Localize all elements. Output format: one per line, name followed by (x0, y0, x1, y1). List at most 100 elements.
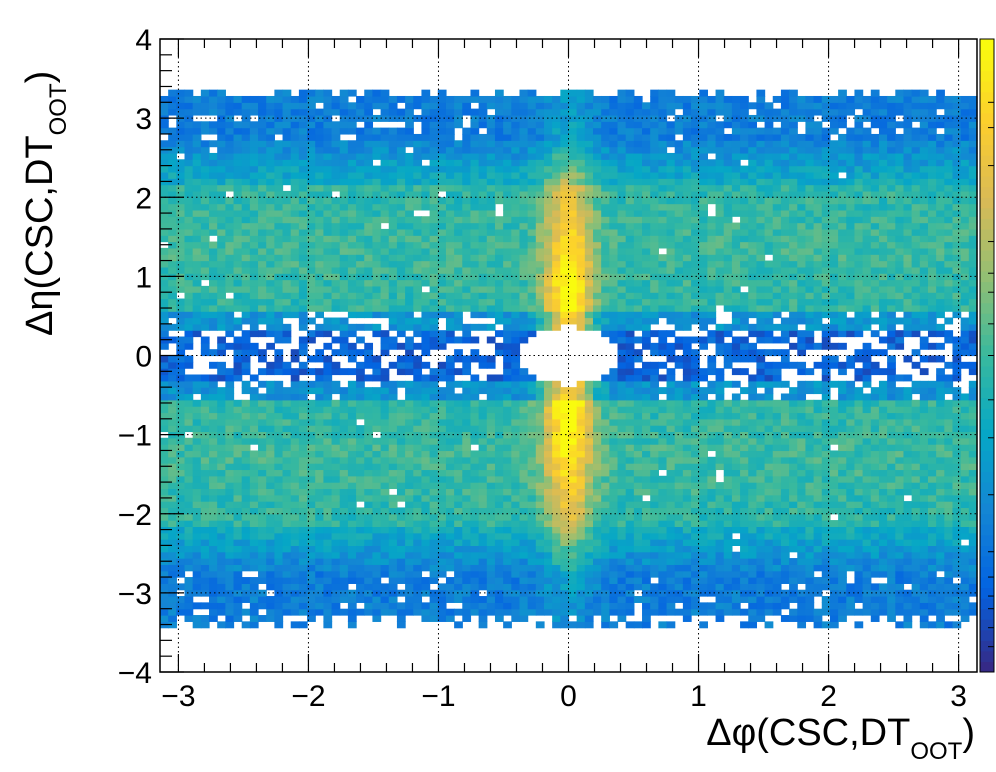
heatmap-cell (511, 520, 521, 528)
heatmap-cell (290, 209, 300, 217)
heatmap-cell (625, 285, 635, 293)
heatmap-cell (396, 368, 406, 376)
heatmap-cell (682, 513, 692, 521)
heatmap-cell (633, 190, 643, 198)
heatmap-cell (503, 608, 512, 616)
heatmap-cell (445, 304, 455, 312)
heatmap-cell (642, 127, 651, 135)
heatmap-cell (176, 140, 186, 148)
heatmap-cell (200, 266, 210, 274)
heatmap-cell (266, 216, 275, 224)
heatmap-cell (593, 418, 602, 426)
heatmap-cell (233, 532, 243, 540)
heatmap-cell (625, 203, 635, 211)
heatmap-cell (437, 558, 447, 565)
heatmap-cell (233, 494, 243, 502)
heatmap-cell (405, 393, 414, 401)
heatmap-cell (356, 589, 365, 597)
heatmap-cell (290, 260, 300, 268)
heatmap-cell (233, 456, 243, 464)
heatmap-cell (576, 273, 586, 281)
heatmap-cell (241, 222, 251, 230)
heatmap-cell (478, 140, 488, 148)
heatmap-cell (298, 564, 308, 572)
heatmap-cell (633, 279, 643, 287)
heatmap-cell (511, 539, 521, 546)
heatmap-cell (543, 159, 553, 167)
heatmap-cell (560, 393, 570, 401)
heatmap-cell (682, 406, 692, 414)
heatmap-cell (176, 355, 186, 363)
heatmap-cell (470, 108, 480, 116)
heatmap-cell (192, 133, 202, 141)
heatmap-cell (160, 355, 169, 363)
heatmap-cell (241, 209, 251, 217)
heatmap-cell (552, 412, 561, 420)
heatmap-cell (405, 463, 414, 471)
heatmap-cell (617, 513, 627, 521)
heatmap-cell (323, 380, 333, 388)
heatmap-cell (609, 368, 619, 376)
heatmap-cell (388, 216, 398, 224)
heatmap-cell (372, 564, 382, 572)
heatmap-cell (543, 228, 553, 236)
heatmap-cell (176, 475, 186, 483)
heatmap-cell (217, 425, 226, 433)
heatmap-cell (511, 336, 521, 344)
heatmap-cell (470, 431, 480, 439)
heatmap-cell (445, 165, 455, 173)
heatmap-cell (225, 545, 235, 553)
heatmap-cell (470, 254, 480, 262)
heatmap-cell (535, 539, 545, 546)
heatmap-cell (298, 539, 308, 546)
heatmap-cell (470, 171, 480, 179)
heatmap-cell (503, 209, 512, 217)
heatmap-cell (323, 456, 333, 464)
heatmap-cell (388, 475, 398, 483)
heatmap-cell (168, 292, 177, 300)
heatmap-cell (535, 437, 545, 445)
heatmap-cell (298, 349, 308, 357)
heatmap-cell (184, 146, 194, 154)
heatmap-cell (421, 108, 431, 116)
heatmap-cell (494, 235, 504, 243)
heatmap-cell (658, 425, 668, 433)
heatmap-cell (445, 520, 455, 528)
heatmap-cell (543, 545, 553, 553)
heatmap-cell (519, 551, 529, 559)
heatmap-cell (364, 152, 374, 160)
heatmap-cell (323, 368, 333, 376)
heatmap-cell (503, 247, 512, 255)
heatmap-cell (543, 304, 553, 312)
heatmap-cell (421, 412, 431, 420)
heatmap-cell (176, 203, 186, 211)
heatmap-cell (331, 418, 341, 426)
heatmap-cell (527, 406, 537, 414)
heatmap-cell (192, 444, 202, 452)
heatmap-cell (576, 539, 586, 546)
heatmap-cell (462, 203, 472, 211)
heatmap-cell (478, 323, 488, 331)
heatmap-cell (568, 431, 578, 439)
heatmap-cell (666, 482, 676, 490)
heatmap-cell (494, 121, 504, 129)
heatmap-cell (168, 583, 177, 591)
heatmap-cell (364, 539, 374, 546)
heatmap-cell (258, 558, 267, 565)
heatmap-cell (445, 494, 455, 502)
heatmap-cell (315, 577, 324, 584)
heatmap-cell (249, 532, 259, 540)
heatmap-cell (633, 95, 643, 103)
heatmap-cell (405, 469, 414, 477)
heatmap-cell (584, 463, 594, 471)
heatmap-cell (650, 273, 659, 281)
heatmap-cell (625, 349, 635, 357)
heatmap-cell (249, 539, 259, 546)
heatmap-cell (388, 266, 398, 274)
heatmap-cell (462, 577, 472, 584)
heatmap-cell (568, 292, 578, 300)
heatmap-cell (209, 558, 218, 565)
heatmap-cell (454, 621, 463, 629)
heatmap-cell (209, 425, 218, 433)
heatmap-cell (478, 526, 488, 534)
